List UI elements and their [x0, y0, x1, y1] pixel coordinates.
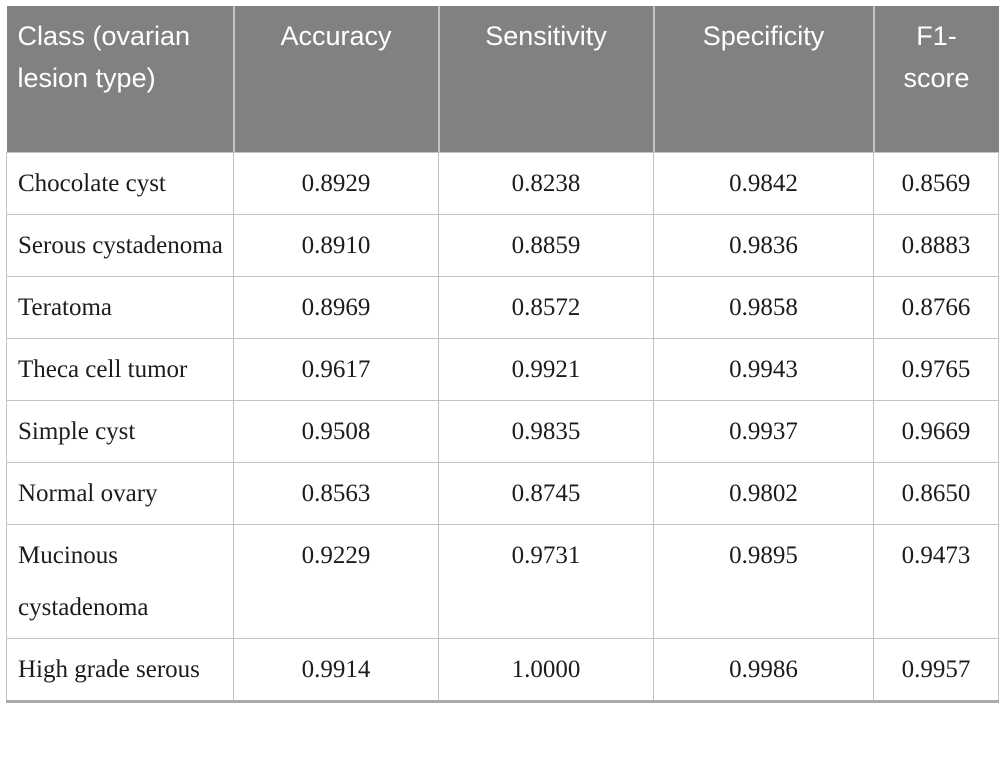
- cell-sensitivity: 1.0000: [438, 637, 654, 702]
- cell-f1-score: 0.8569: [873, 151, 999, 215]
- cell-accuracy: 0.9508: [233, 399, 439, 463]
- cell-lesion-type: Teratoma: [6, 275, 234, 339]
- cell-specificity: 0.9895: [653, 523, 874, 639]
- metrics-table-container: Class (ovarian lesion type) Accuracy Sen…: [6, 6, 999, 703]
- header-f1-score-column: F1-score: [872, 6, 999, 152]
- cell-f1-score: 0.9765: [873, 337, 999, 401]
- cell-specificity: 0.9842: [653, 151, 874, 215]
- cell-accuracy: 0.9914: [233, 637, 439, 702]
- cell-sensitivity: 0.8745: [438, 461, 654, 525]
- cell-f1-score: 0.8883: [873, 213, 999, 277]
- cell-specificity: 0.9937: [653, 399, 874, 463]
- cell-specificity: 0.9858: [653, 275, 874, 339]
- cell-specificity: 0.9802: [653, 461, 874, 525]
- table-row: Normal ovary 0.8563 0.8745 0.9802 0.8650: [6, 461, 999, 525]
- table-header: Class (ovarian lesion type) Accuracy Sen…: [6, 6, 999, 152]
- header-class-column: Class (ovarian lesion type): [6, 6, 234, 152]
- table-row: Mucinous cystadenoma 0.9229 0.9731 0.9895 0.…: [6, 523, 999, 639]
- cell-sensitivity: 0.9921: [438, 337, 654, 401]
- cell-lesion-type: Mucinous cystadenoma: [6, 523, 234, 639]
- cell-lesion-type: Chocolate cyst: [6, 151, 234, 215]
- cell-f1-score: 0.9669: [873, 399, 999, 463]
- cell-accuracy: 0.8929: [233, 151, 439, 215]
- cell-lesion-type: Serous cystadenoma: [6, 213, 234, 277]
- cell-sensitivity: 0.8859: [438, 213, 654, 277]
- cell-lesion-type: High grade serous: [6, 637, 234, 702]
- cell-f1-score: 0.9957: [873, 637, 999, 702]
- header-specificity-column: Specificity: [652, 6, 874, 152]
- cell-f1-score: 0.8766: [873, 275, 999, 339]
- cell-f1-score: 0.8650: [873, 461, 999, 525]
- table-row: High grade serous 0.9914 1.0000 0.9986 0.995…: [6, 637, 999, 702]
- table-row: Teratoma 0.8969 0.8572 0.9858 0.8766: [6, 275, 999, 339]
- cell-lesion-type: Normal ovary: [6, 461, 234, 525]
- table-row: Theca cell tumor 0.9617 0.9921 0.9943 0.9765: [6, 337, 999, 401]
- cell-specificity: 0.9986: [653, 637, 874, 702]
- cell-lesion-type: Simple cyst: [6, 399, 234, 463]
- cell-sensitivity: 0.8238: [438, 151, 654, 215]
- cell-accuracy: 0.9617: [233, 337, 439, 401]
- cell-sensitivity: 0.9731: [438, 523, 654, 639]
- table-row: Chocolate cyst 0.8929 0.8238 0.9842 0.8569: [6, 151, 999, 215]
- table-row: Serous cystadenoma 0.8910 0.8859 0.9836 0.88…: [6, 213, 999, 277]
- table-body: Chocolate cyst 0.8929 0.8238 0.9842 0.8569 Se…: [6, 151, 999, 702]
- cell-accuracy: 0.8563: [233, 461, 439, 525]
- cell-specificity: 0.9943: [653, 337, 874, 401]
- table-row: Simple cyst 0.9508 0.9835 0.9937 0.9669: [6, 399, 999, 463]
- header-accuracy-column: Accuracy: [232, 6, 439, 152]
- cell-accuracy: 0.9229: [233, 523, 439, 639]
- cell-specificity: 0.9836: [653, 213, 874, 277]
- cell-f1-score: 0.9473: [873, 523, 999, 639]
- cell-sensitivity: 0.9835: [438, 399, 654, 463]
- header-sensitivity-column: Sensitivity: [437, 6, 654, 152]
- cell-sensitivity: 0.8572: [438, 275, 654, 339]
- header-row: Class (ovarian lesion type) Accuracy Sen…: [6, 6, 999, 152]
- metrics-table: Class (ovarian lesion type) Accuracy Sen…: [6, 6, 999, 703]
- cell-accuracy: 0.8969: [233, 275, 439, 339]
- cell-lesion-type: Theca cell tumor: [6, 337, 234, 401]
- cell-accuracy: 0.8910: [233, 213, 439, 277]
